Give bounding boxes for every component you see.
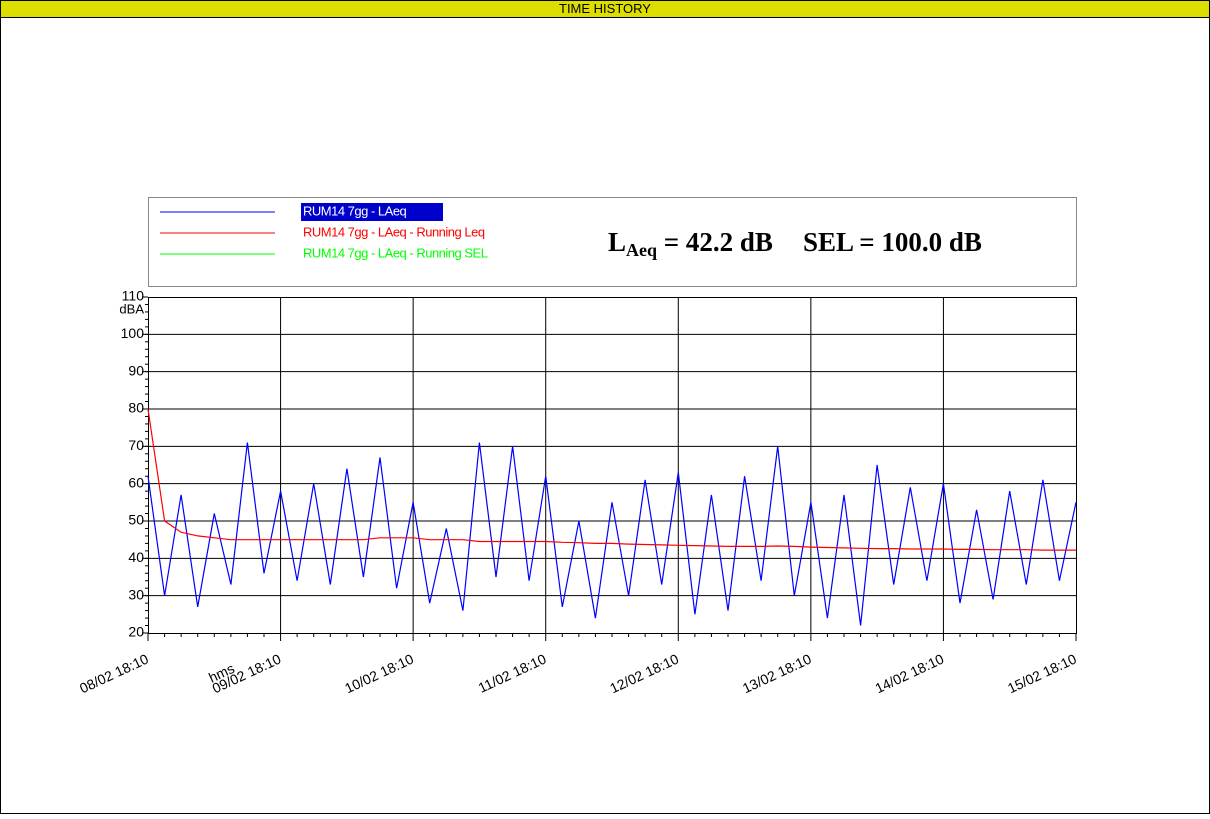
- summary: LAeq = 42.2 dB SEL = 100.0 dB: [608, 227, 982, 260]
- y-unit: dBA: [119, 301, 144, 316]
- y-tick-label: 110: [122, 288, 145, 304]
- legend-label: RUM14 7gg - LAeq: [303, 203, 407, 218]
- summary-sel: SEL = 100.0 dB: [803, 227, 982, 257]
- header-title: TIME HISTORY: [559, 1, 651, 16]
- legend-label: RUM14 7gg - LAeq - Running Leq: [303, 224, 485, 239]
- legend-label: RUM14 7gg - LAeq - Running SEL: [303, 245, 488, 260]
- y-tick-label: 60: [128, 474, 144, 490]
- summary-laeq: = 42.2 dB: [657, 227, 773, 257]
- y-tick-label: 20: [128, 624, 144, 640]
- y-tick-label: 40: [128, 549, 144, 565]
- y-tick-label: 100: [121, 325, 145, 341]
- summary-l: L: [608, 227, 626, 257]
- y-tick-label: 30: [128, 586, 144, 602]
- legend-highlight: [301, 203, 443, 221]
- y-tick-label: 70: [128, 437, 144, 453]
- series-line: [147, 408, 1076, 551]
- y-tick-label: 90: [128, 362, 144, 378]
- summary-sub: Aeq: [626, 240, 657, 260]
- y-tick-label: 50: [128, 512, 144, 528]
- y-tick-label: 80: [128, 400, 144, 416]
